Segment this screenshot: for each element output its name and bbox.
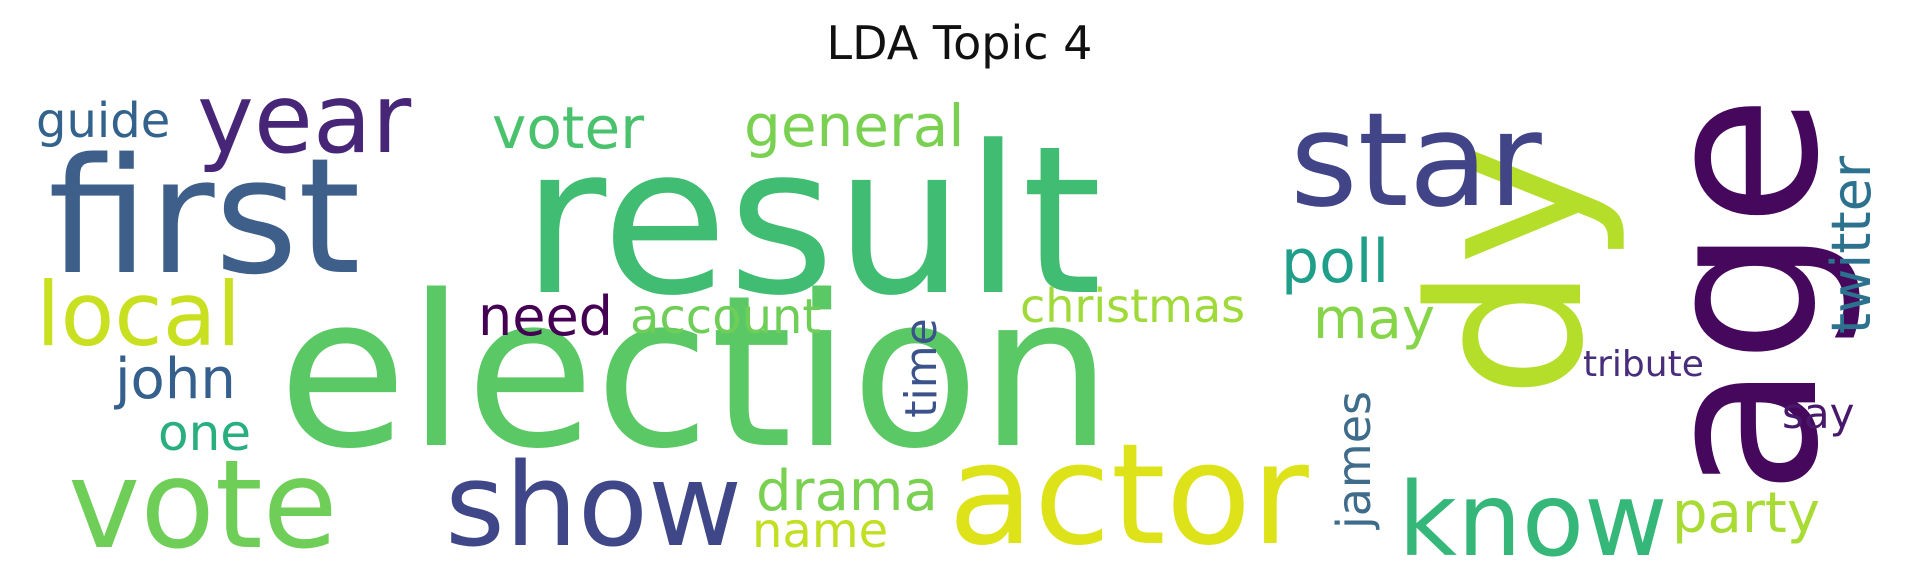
word-drama: drama: [756, 459, 938, 524]
chart-title: LDA Topic 4: [826, 16, 1093, 70]
word-name: name: [752, 503, 888, 559]
word-first: first: [48, 123, 361, 310]
word-result: result: [522, 103, 1102, 341]
word-local: local: [36, 263, 241, 366]
word-election: election: [278, 250, 1112, 495]
word-star: star: [1290, 84, 1542, 236]
word-dy: dy: [1385, 141, 1630, 399]
word-twitter: twitter: [1820, 155, 1883, 334]
word-year: year: [197, 63, 412, 175]
word-know: know: [1398, 461, 1668, 580]
word-one: one: [158, 404, 251, 462]
word-james: james: [1327, 391, 1381, 530]
word-account: account: [630, 289, 821, 345]
word-guide: guide: [36, 93, 170, 149]
word-tribute: tribute: [1583, 344, 1704, 385]
word-show: show: [445, 439, 742, 573]
word-voter: voter: [492, 94, 644, 162]
word-need: need: [478, 285, 613, 348]
word-john: john: [113, 347, 236, 412]
word-general: general: [744, 92, 964, 160]
word-may: may: [1313, 287, 1435, 352]
word-time: time: [896, 318, 947, 417]
word-christmas: christmas: [1020, 279, 1245, 333]
word-party: party: [1672, 481, 1820, 546]
word-age: age: [1615, 95, 1866, 496]
word-vote: vote: [68, 434, 338, 576]
word-say: say: [1782, 389, 1854, 438]
word-poll: poll: [1281, 227, 1389, 297]
word-actor: actor: [948, 414, 1309, 577]
